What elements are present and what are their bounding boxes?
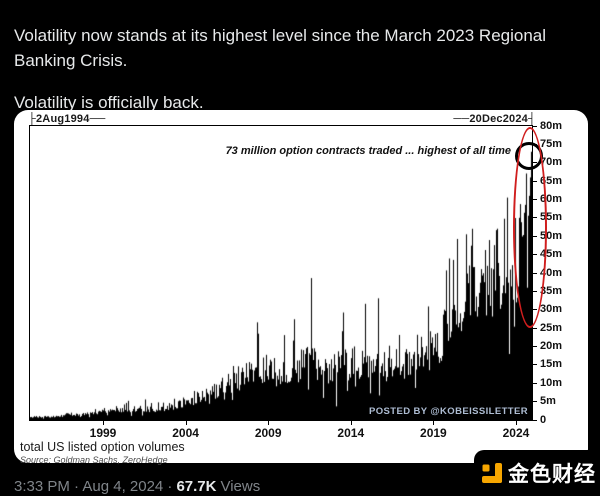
y-tick-label: 0 <box>540 413 547 426</box>
highlight-red-ellipse <box>513 127 547 328</box>
x-tick <box>350 420 352 425</box>
volume-bars-series <box>30 126 532 420</box>
x-tick-label: 2004 <box>172 426 199 440</box>
chart-source: Source: Goldman Sachs, ZeroHedge <box>20 455 168 465</box>
y-tick-label: 65m <box>540 174 563 187</box>
y-tick-label: 40m <box>540 266 563 279</box>
y-tick-label: 20m <box>540 340 563 352</box>
y-tick-label: 30m <box>540 303 563 316</box>
x-tick <box>268 420 270 425</box>
x-tick-label: 1999 <box>89 426 117 440</box>
chart-range-start-label: ├2Aug1994── <box>28 113 106 125</box>
timestamp: 3:33 PM · Aug 4, 2024 · <box>14 478 173 495</box>
tweet-meta-row: 3:33 PM · Aug 4, 2024 · 67.7K Views <box>14 478 260 495</box>
views-label: Views <box>220 478 261 495</box>
y-tick-label: 70m <box>540 156 563 169</box>
x-tick-label: 2024 <box>502 426 530 440</box>
chart-image[interactable]: ├2Aug1994── ──20Dec2024┤ 73 million opti… <box>14 110 588 465</box>
y-tick-label: 5m <box>540 395 556 408</box>
y-tick <box>532 382 537 384</box>
x-axis: 1999 2004 2009 2014 2019 2024 <box>30 420 532 450</box>
x-tick <box>433 420 435 425</box>
y-tick <box>532 364 537 366</box>
y-tick-label: 80m <box>540 119 563 132</box>
y-tick-label: 35m <box>540 284 563 297</box>
tweet-text-paragraph-1: Volatility now stands at its highest lev… <box>14 26 547 70</box>
y-tick-label: 25m <box>540 321 563 334</box>
x-tick <box>515 420 517 425</box>
x-tick-label: 2019 <box>420 426 447 440</box>
y-tick-label: 75m <box>540 137 563 150</box>
y-tick <box>532 125 537 127</box>
golden-finance-icon <box>482 463 502 483</box>
y-tick-label: 15m <box>540 358 563 371</box>
x-tick <box>185 420 187 425</box>
y-tick <box>532 419 537 421</box>
tweet-text-paragraph-2: Volatility is officially back. <box>14 93 204 112</box>
peak-annotation: 73 million option contracts traded ... h… <box>225 145 511 157</box>
x-tick-label: 2014 <box>337 426 365 440</box>
x-tick <box>103 420 104 425</box>
y-tick <box>532 346 537 347</box>
site-logo-text: 金色财经 <box>508 463 596 486</box>
chart-title: total US listed option volumes <box>20 440 185 454</box>
y-tick <box>532 327 537 329</box>
y-tick <box>532 401 537 403</box>
views-count: 67.7K <box>176 478 217 495</box>
chart-range-end-label: ──20Dec2024┤ <box>453 113 536 125</box>
x-tick-label: 2009 <box>254 426 282 440</box>
watermark-text: POSTED BY @KOBEISSILETTER <box>369 406 528 417</box>
site-logo-badge: 金色财经 <box>474 450 600 496</box>
plot-area: 73 million option contracts traded ... h… <box>29 125 547 421</box>
y-tick-label: 10m <box>540 376 563 389</box>
